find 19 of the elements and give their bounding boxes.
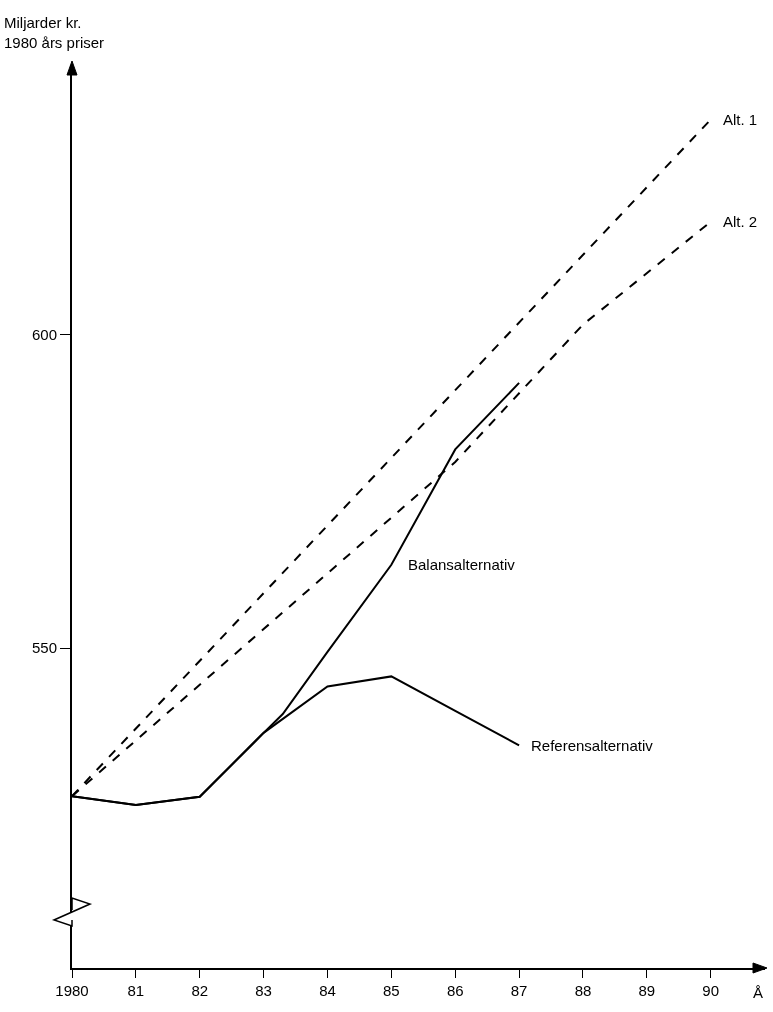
x-tick-label: 82 [191, 982, 209, 999]
x-tick-label: 87 [510, 982, 528, 999]
x-tick-label: 89 [638, 982, 656, 999]
x-tick-label: 83 [255, 982, 272, 999]
y-tick-label: 550 [31, 639, 57, 657]
x-tick-label: 81 [127, 982, 145, 999]
x-tick-label: 85 [383, 982, 400, 999]
x-tick-label: 88 [574, 982, 592, 999]
x-axis-title: Å [753, 984, 764, 1001]
series-label: Alt. 2 [723, 213, 758, 230]
series-label: Referensalternativ [531, 737, 654, 754]
y-axis-title: Miljarder kr. 1980 års priser [4, 14, 105, 51]
x-tick-label: 86 [446, 982, 464, 999]
series-label: Balansalternativ [408, 556, 516, 573]
series-label: Alt. 1 [723, 111, 758, 128]
x-tick-label: 1980 [55, 982, 89, 999]
x-tick-label: 84 [319, 982, 336, 999]
y-tick-label: 600 [31, 325, 57, 343]
x-tick-label: 90 [702, 982, 720, 999]
